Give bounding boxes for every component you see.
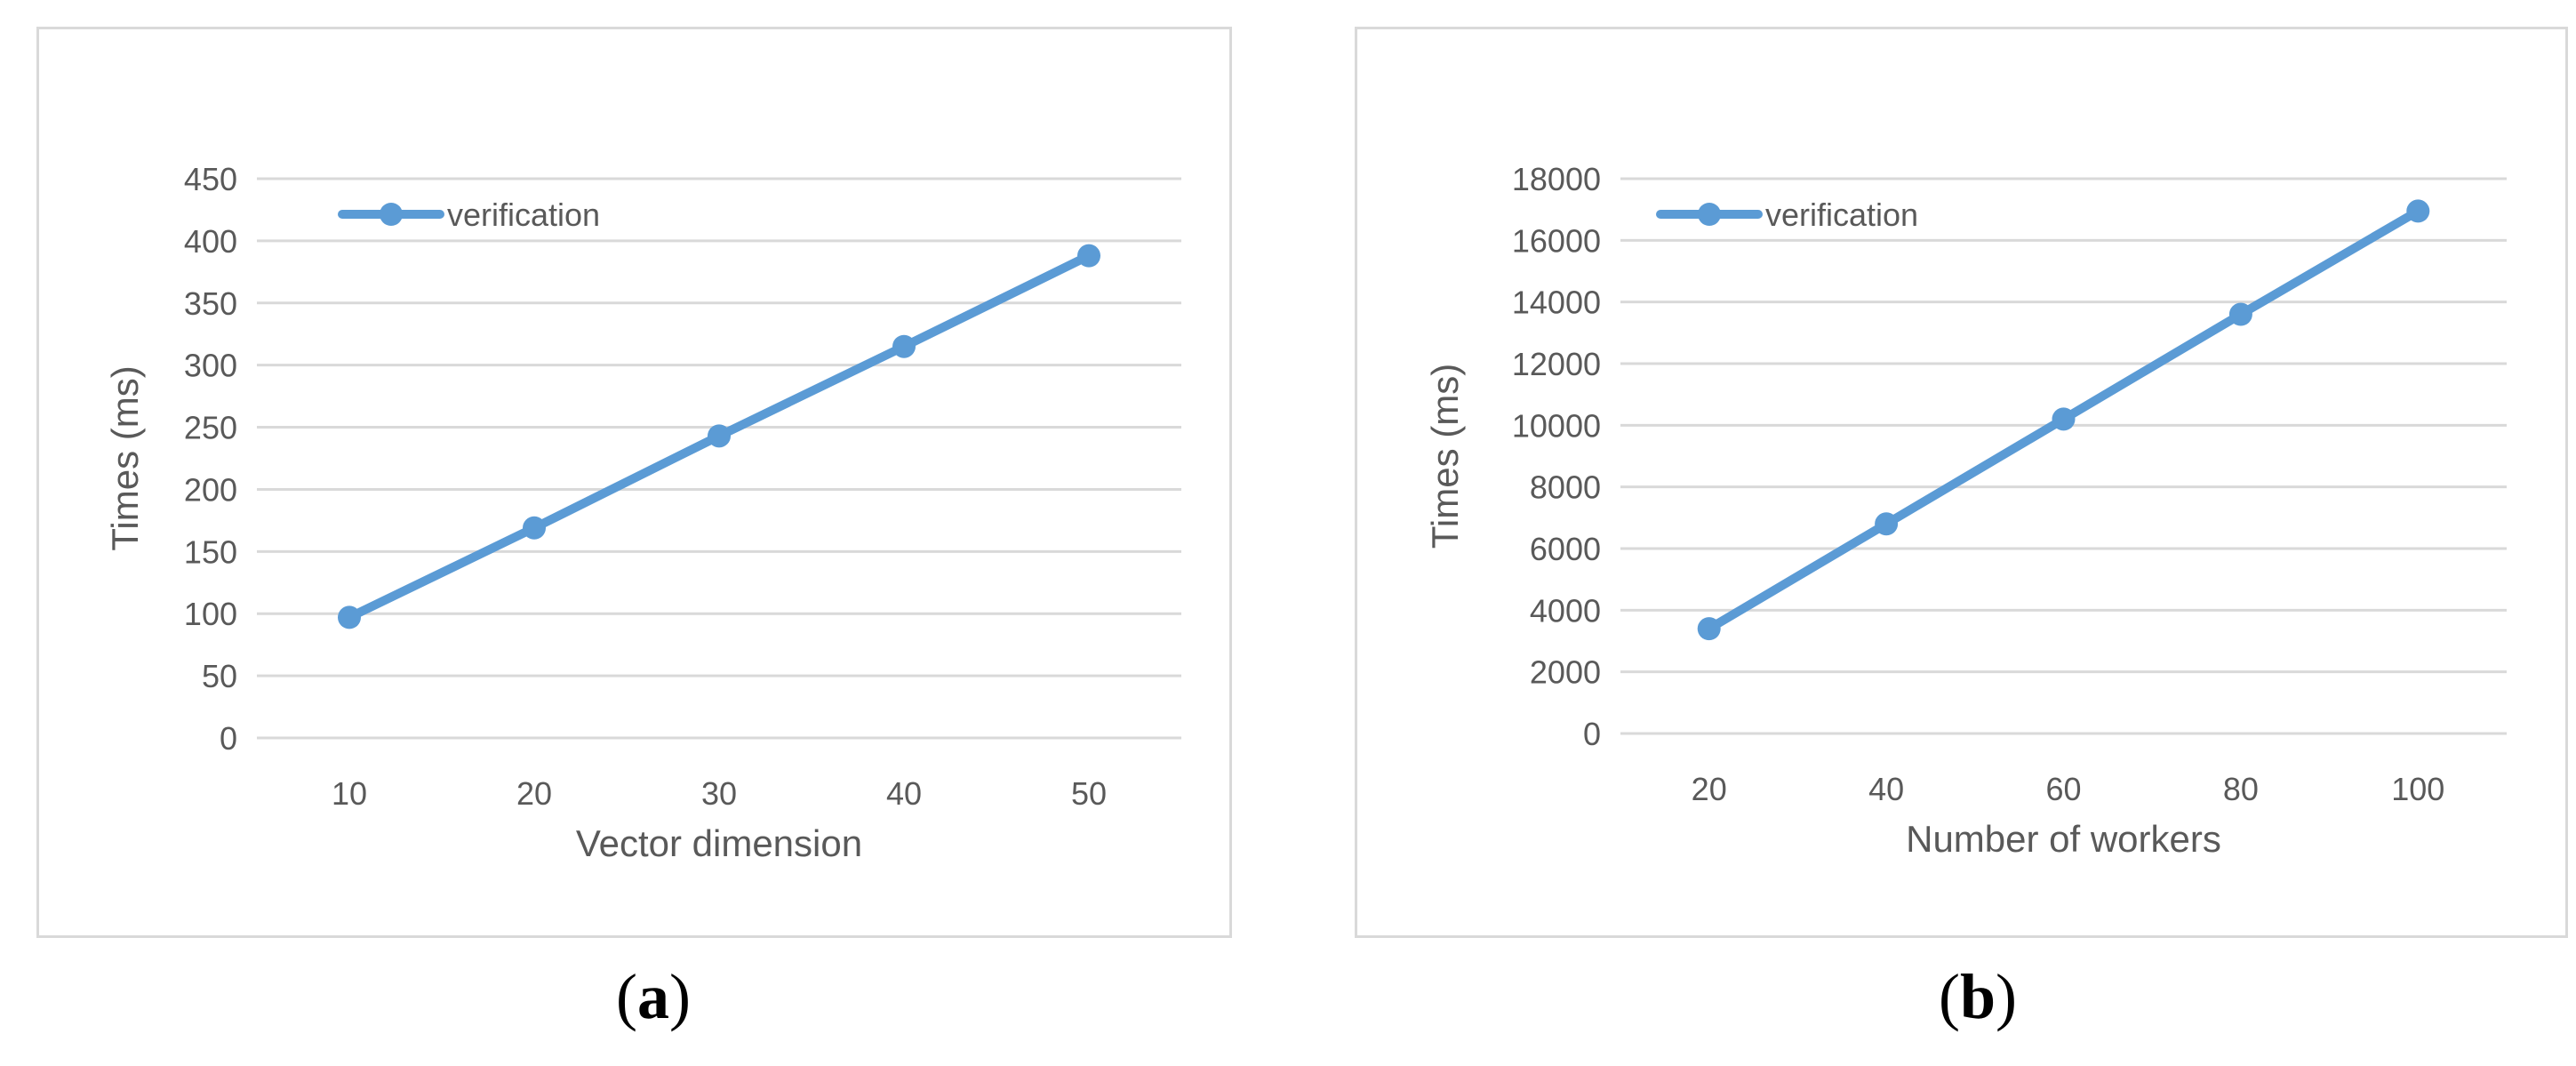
x-tick-label: 20 [1692, 771, 1727, 807]
y-tick-label: 100 [184, 596, 237, 632]
x-tick-label: 80 [2223, 771, 2259, 807]
y-axis-title: Times (ms) [104, 365, 146, 550]
x-axis-title: Vector dimension [576, 822, 862, 864]
data-point [1697, 617, 1721, 641]
y-tick-label: 0 [220, 720, 237, 757]
y-tick-label: 50 [202, 658, 237, 694]
panel-label-a: (a) [616, 961, 691, 1032]
y-tick-label: 0 [1583, 716, 1601, 752]
y-tick-label: 14000 [1512, 285, 1601, 321]
y-tick-label: 2000 [1530, 654, 1601, 691]
y-tick-label: 400 [184, 223, 237, 260]
y-tick-label: 200 [184, 471, 237, 508]
x-axis-title: Number of workers [1906, 818, 2221, 860]
data-point [2228, 302, 2252, 326]
x-tick-label: 10 [332, 775, 367, 812]
y-axis-title: Times (ms) [1424, 364, 1466, 549]
legend-label: verification [1765, 196, 1918, 233]
y-tick-label: 6000 [1530, 531, 1601, 567]
y-tick-label: 4000 [1530, 592, 1601, 629]
y-tick-label: 300 [184, 348, 237, 384]
y-tick-label: 18000 [1512, 161, 1601, 197]
y-tick-label: 150 [184, 533, 237, 570]
data-point [892, 334, 916, 358]
y-tick-label: 250 [184, 410, 237, 446]
legend-label: verification [447, 196, 600, 233]
data-point [1875, 512, 1899, 536]
x-tick-label: 40 [1868, 771, 1904, 807]
x-tick-label: 50 [1071, 775, 1107, 812]
data-point [338, 605, 361, 629]
x-tick-label: 40 [886, 775, 922, 812]
x-tick-label: 20 [516, 775, 552, 812]
y-tick-label: 8000 [1530, 469, 1601, 506]
y-tick-label: 450 [184, 161, 237, 197]
panel-label-b: (b) [1938, 961, 2018, 1032]
legend-point-marker [1698, 203, 1721, 226]
y-tick-label: 350 [184, 285, 237, 322]
data-point [523, 516, 546, 540]
y-tick-label: 12000 [1512, 346, 1601, 382]
data-point [2052, 407, 2076, 431]
data-point [708, 424, 731, 448]
x-tick-label: 30 [701, 775, 737, 812]
legend-point-marker [380, 203, 403, 226]
data-point [1077, 244, 1100, 268]
data-point [2406, 199, 2430, 223]
y-tick-label: 16000 [1512, 222, 1601, 259]
x-tick-label: 100 [2391, 771, 2444, 807]
y-tick-label: 10000 [1512, 407, 1601, 444]
x-tick-label: 60 [2045, 771, 2081, 807]
